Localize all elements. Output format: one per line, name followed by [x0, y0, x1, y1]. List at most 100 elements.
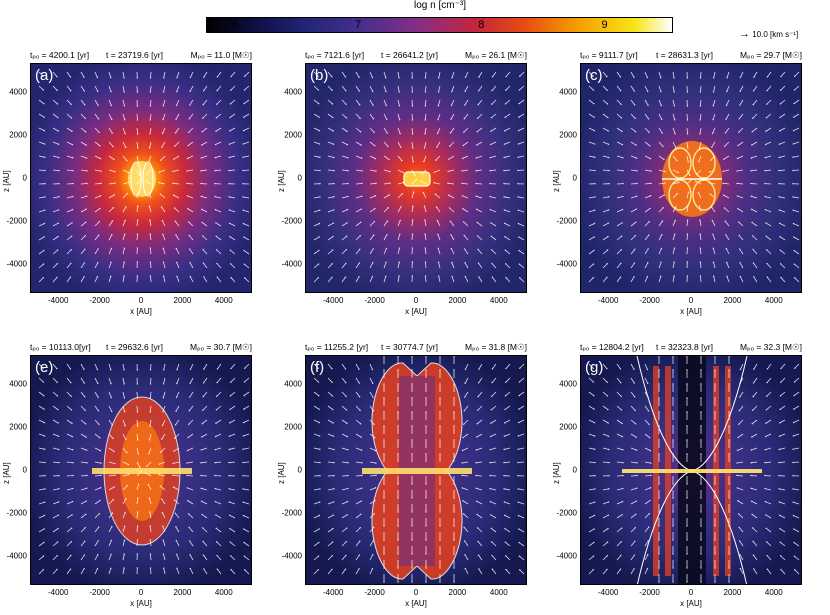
- z-tick-label: 2000: [9, 130, 27, 140]
- panel-label: (e): [35, 359, 54, 376]
- panel-label: (g): [585, 359, 604, 376]
- density-map-svg: [31, 64, 251, 292]
- protostar-age: tₚₒ = 9111.7 [yr]: [580, 50, 638, 60]
- vector-legend-arrow: →: [739, 28, 750, 40]
- z-tick-label: -2000: [556, 216, 577, 226]
- density-map-svg: [581, 356, 801, 584]
- protostar-mass: Mₚₒ = 32.3 [M☉]: [740, 342, 802, 352]
- density-map-svg: [31, 356, 251, 584]
- panel-label: (f): [310, 359, 325, 376]
- z-tick-label: -2000: [6, 216, 27, 226]
- velocity-vectors: [588, 71, 800, 283]
- x-tick-label: -2000: [89, 588, 110, 597]
- z-axis-label: z [AU]: [2, 170, 11, 192]
- x-axis-label: x [AU]: [130, 599, 152, 608]
- x-tick-label: -2000: [364, 588, 385, 597]
- x-tick-label: 0: [688, 296, 694, 305]
- elapsed-time: t = 26641.2 [yr]: [381, 50, 438, 60]
- x-tick-label: -4000: [597, 588, 619, 597]
- z-tick-label: -4000: [281, 259, 302, 269]
- x-axis-label: x [AU]: [405, 599, 427, 608]
- x-tick-label: -2000: [89, 296, 110, 305]
- protostar-mass: Mₚₒ = 30.7 [M☉]: [190, 342, 252, 352]
- z-tick-label: 2000: [284, 422, 302, 432]
- x-tick-label: 0: [413, 296, 419, 305]
- z-tick-label: -4000: [6, 259, 27, 269]
- x-tick-label: 2000: [173, 588, 192, 597]
- elapsed-time: t = 32323.8 [yr]: [656, 342, 713, 352]
- x-axis-label: x [AU]: [405, 307, 427, 316]
- z-tick-label: 4000: [284, 87, 302, 97]
- velocity-vectors: [38, 363, 250, 575]
- z-axis-label: z [AU]: [277, 170, 286, 192]
- colorbar-title: log n [cm⁻³]: [414, 0, 466, 11]
- x-tick-label: -4000: [322, 296, 344, 305]
- x-tick-label: 0: [138, 296, 144, 305]
- protostar-age: tₚₒ = 11255.2 [yr]: [305, 342, 369, 352]
- x-tick-label: 4000: [214, 296, 233, 305]
- x-tick-label: 2000: [448, 588, 467, 597]
- x-tick-label: 4000: [489, 588, 508, 597]
- protostar-mass: Mₚₒ = 31.8 [M☉]: [465, 342, 527, 352]
- protostar-mass: Mₚₒ = 29.7 [M☉]: [740, 50, 802, 60]
- elapsed-time: t = 23719.6 [yr]: [106, 50, 163, 60]
- panel-label: (a): [35, 67, 54, 84]
- z-tick-label: 4000: [559, 87, 577, 97]
- z-tick-label: 2000: [559, 422, 577, 432]
- x-tick-label: 2000: [723, 296, 742, 305]
- z-tick-label: -2000: [281, 508, 302, 518]
- velocity-vectors: [313, 356, 525, 583]
- velocity-vectors: [313, 71, 525, 283]
- x-tick-label: 0: [138, 588, 144, 597]
- z-tick-label: 0: [297, 465, 302, 475]
- x-tick-label: 0: [688, 588, 694, 597]
- panel-header: tₚₒ = 4200.1 [yr] t = 23719.6 [yr] Mₚₒ = 1…: [30, 50, 252, 62]
- panel-c: tₚₒ = 9111.7 [yr] t = 28631.3 [yr] Mₚₒ = 2…: [552, 50, 802, 316]
- z-axis-label: z [AU]: [277, 462, 286, 484]
- x-tick-label: 4000: [214, 588, 233, 597]
- z-tick-label: -4000: [556, 259, 577, 269]
- panel-e: tₚₒ = 10113.0[yr] t = 29632.6 [yr] Mₚₒ = 3…: [2, 342, 252, 608]
- z-tick-label: 0: [572, 173, 577, 183]
- z-axis-label: z [AU]: [552, 462, 561, 484]
- x-tick-label: 0: [413, 588, 419, 597]
- x-tick-label: -4000: [597, 296, 619, 305]
- z-axis-label: z [AU]: [2, 462, 11, 484]
- z-tick-label: 4000: [559, 379, 577, 389]
- x-tick-label: 4000: [764, 588, 783, 597]
- x-tick-label: -2000: [639, 296, 660, 305]
- panel-b: tₚₒ = 7121.6 [yr] t = 26641.2 [yr] Mₚₒ = 2…: [277, 50, 527, 316]
- colorbar-tick-6: 6: [231, 19, 238, 31]
- panel-f: tₚₒ = 11255.2 [yr] t = 30774.7 [yr] Mₚₒ = …: [277, 342, 527, 608]
- density-map-svg: [306, 356, 526, 584]
- z-tick-label: -4000: [281, 551, 302, 561]
- protostar-age: tₚₒ = 10113.0[yr]: [30, 342, 91, 352]
- x-axis-label: x [AU]: [680, 599, 702, 608]
- z-tick-label: 4000: [9, 87, 27, 97]
- panel-g: tₚₒ = 12804.2 [yr] t = 32323.8 [yr] Mₚₒ = …: [552, 342, 802, 608]
- x-axis-label: x [AU]: [130, 307, 152, 316]
- panel-label: (b): [310, 67, 329, 84]
- z-tick-label: -4000: [6, 551, 27, 561]
- density-map: (b): [305, 63, 527, 293]
- protostar-mass: Mₚₒ = 11.0 [M☉]: [190, 50, 252, 60]
- vector-legend-label: 10.0 [km s⁻¹]: [752, 30, 799, 39]
- z-tick-label: 0: [297, 173, 302, 183]
- x-tick-label: 2000: [173, 296, 192, 305]
- x-tick-label: 2000: [723, 588, 742, 597]
- z-axis-label: z [AU]: [552, 170, 561, 192]
- panel-header: tₚₒ = 7121.6 [yr] t = 26641.2 [yr] Mₚₒ = 2…: [305, 50, 527, 62]
- panel-header: tₚₒ = 12804.2 [yr] t = 32323.8 [yr] Mₚₒ = …: [580, 342, 802, 354]
- density-map-svg: [581, 64, 801, 292]
- protostar-age: tₚₒ = 12804.2 [yr]: [580, 342, 644, 352]
- z-tick-label: -4000: [556, 551, 577, 561]
- vector-legend: → 10.0 [km s⁻¹]: [739, 28, 798, 40]
- z-tick-label: 4000: [9, 379, 27, 389]
- panel-header: tₚₒ = 9111.7 [yr] t = 28631.3 [yr] Mₚₒ = 2…: [580, 50, 802, 62]
- x-tick-label: -4000: [47, 588, 69, 597]
- elapsed-time: t = 30774.7 [yr]: [381, 342, 438, 352]
- density-map-svg: [306, 64, 526, 292]
- z-tick-label: 0: [22, 173, 27, 183]
- x-tick-label: 4000: [764, 296, 783, 305]
- protostar-mass: Mₚₒ = 26.1 [M☉]: [465, 50, 527, 60]
